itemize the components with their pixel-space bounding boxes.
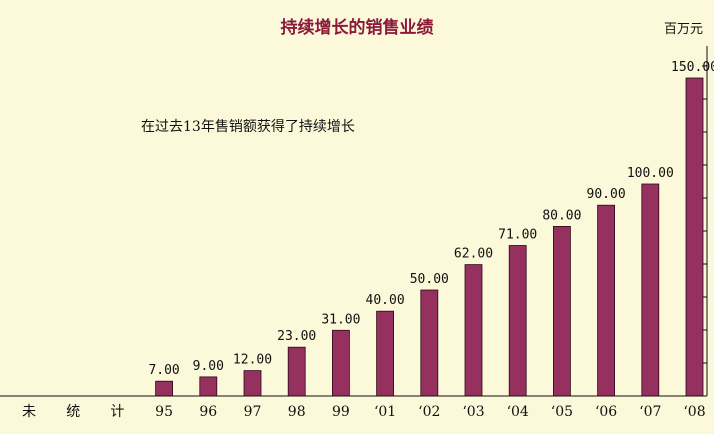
x-tick-label-15: ‘08 [683, 404, 705, 420]
data-label-5: 12.00 [233, 353, 272, 368]
bar-4 [199, 376, 218, 397]
unit-label: 百万元 [664, 22, 703, 37]
data-label-6: 23.00 [277, 329, 316, 344]
data-label-11: 71.00 [498, 228, 537, 243]
data-label-10: 62.00 [454, 247, 493, 262]
bar-7 [331, 329, 350, 397]
data-label-4: 9.00 [193, 359, 224, 374]
x-tick-label-0: 未 [22, 404, 36, 420]
data-label-14: 100.00 [627, 166, 674, 181]
x-tick-label-4: 96 [199, 404, 217, 420]
chart-title: 持续增长的销售业绩 [281, 17, 434, 38]
x-tick-label-14: ‘07 [639, 404, 661, 420]
x-tick-label-2: 计 [110, 404, 124, 420]
x-tick-label-3: 95 [155, 404, 173, 420]
x-tick-labels-group: 未 统 计 95 96 97 98 99 ‘01 ‘02 ‘03 ‘04 ‘05 ‘06 ‘07 ‘08 [22, 404, 706, 420]
bar-13 [597, 204, 615, 397]
data-label-12: 80.00 [542, 208, 581, 223]
x-tick-label-11: ‘04 [507, 404, 529, 420]
bar-3 [155, 380, 174, 397]
bar-11 [508, 245, 527, 397]
data-label-13: 90.00 [587, 187, 626, 202]
x-tick-label-12: ‘05 [551, 404, 573, 420]
bar-9 [420, 289, 439, 397]
data-label-7: 31.00 [321, 312, 360, 327]
bar-5 [243, 370, 262, 397]
bar-14 [641, 183, 660, 397]
data-label-3: 7.00 [148, 363, 179, 378]
data-label-8: 40.00 [366, 293, 405, 308]
x-tick-label-5: 97 [244, 404, 262, 420]
x-tick-label-7: 99 [332, 404, 350, 420]
bar-15 [685, 77, 704, 397]
data-label-15: 150.00 [671, 60, 714, 75]
x-tick-label-13: ‘06 [595, 404, 617, 420]
data-label-9: 50.00 [410, 272, 449, 287]
x-tick-label-1: 统 [66, 404, 80, 420]
x-tick-label-9: ‘02 [418, 404, 440, 420]
bar-12 [553, 225, 571, 397]
x-tick-label-6: 98 [288, 404, 306, 420]
bar-8 [376, 310, 395, 397]
data-labels-group: 7.00 9.00 12.00 23.00 31.00 40.00 50.00 62.00 71… [148, 60, 714, 378]
bar-6 [287, 346, 306, 397]
x-tick-label-8: ‘01 [374, 404, 396, 420]
chart-annotation: 在过去13年售销额获得了持续增长 [141, 118, 355, 135]
bar-10 [464, 264, 483, 397]
x-tick-label-10: ‘03 [462, 404, 484, 420]
